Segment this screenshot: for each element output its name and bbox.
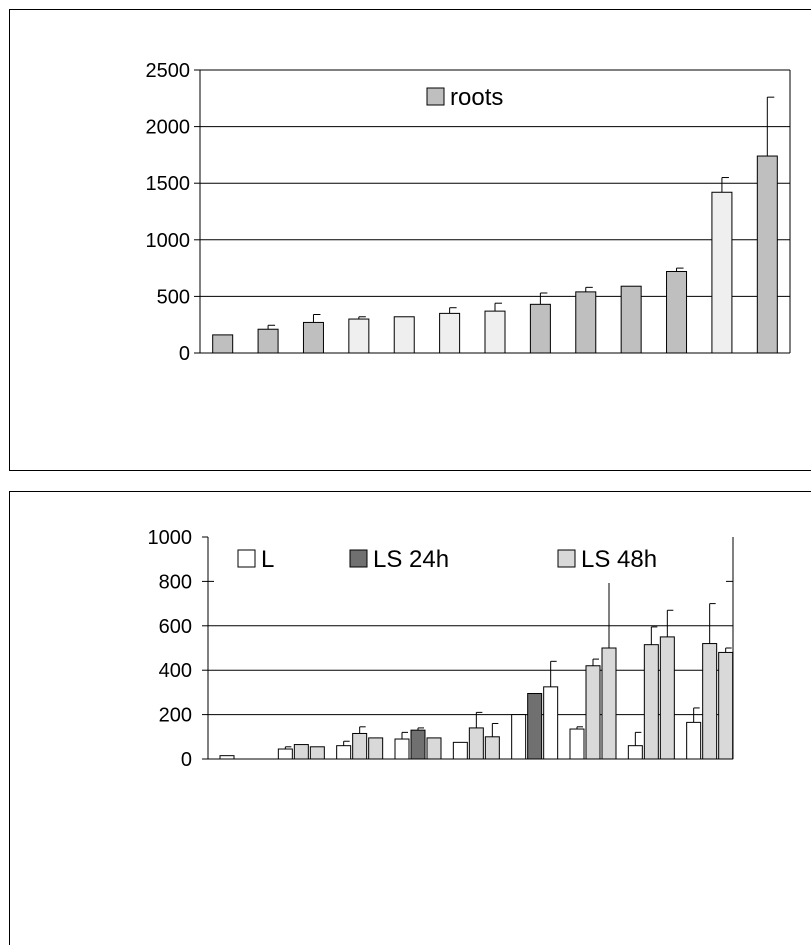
y-tick-label: 200	[159, 705, 192, 727]
y-tick-label: 400	[159, 660, 192, 682]
bar	[452, 741, 468, 760]
legend-label-roots: roots	[450, 84, 503, 111]
legend-swatch	[237, 549, 256, 568]
bar	[426, 737, 442, 760]
bar	[601, 647, 617, 760]
bar	[620, 285, 642, 354]
legend-label: L	[261, 546, 274, 573]
bar	[219, 755, 235, 760]
bar	[585, 665, 601, 760]
y-tick-label: 800	[159, 571, 192, 593]
bar	[686, 721, 702, 760]
bar	[309, 746, 325, 760]
bar	[336, 745, 352, 760]
y-tick-label: 1000	[148, 527, 193, 549]
bar	[627, 745, 643, 760]
legend-swatch	[557, 549, 576, 568]
legend-label: LS 24h	[373, 546, 449, 573]
bar	[277, 748, 293, 760]
bar	[484, 736, 500, 760]
y-tick-label: 2500	[146, 60, 191, 82]
legend-swatch	[349, 549, 368, 568]
y-tick-label: 1000	[146, 230, 191, 252]
bar	[468, 727, 484, 760]
y-tick-label: 2000	[146, 117, 191, 139]
y-tick-label: 500	[157, 286, 190, 308]
bar	[569, 728, 585, 760]
bar	[718, 651, 734, 760]
bar	[410, 729, 426, 760]
bar	[368, 737, 384, 760]
bar	[394, 738, 410, 760]
y-tick-label: 0	[181, 749, 192, 771]
bar	[659, 636, 675, 760]
legend-box	[214, 541, 726, 583]
bar	[643, 644, 659, 760]
y-tick-label: 1500	[146, 173, 191, 195]
bar	[212, 334, 234, 354]
bar	[527, 693, 543, 760]
legend-label: LS 48h	[581, 546, 657, 573]
bar	[543, 686, 559, 760]
bar	[352, 732, 368, 760]
bar	[293, 744, 309, 760]
y-tick-label: 0	[179, 343, 190, 365]
y-tick-label: 600	[159, 616, 192, 638]
bar	[702, 643, 718, 760]
bar	[393, 316, 415, 354]
bar	[511, 714, 527, 760]
legend-swatch-roots	[426, 87, 445, 106]
